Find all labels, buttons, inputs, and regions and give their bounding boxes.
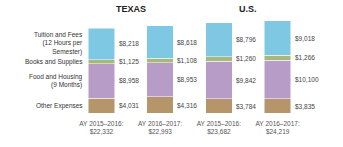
svg-text:$1,260: $1,260 [236,55,256,62]
svg-text:Food and Housing(9 Months): Food and Housing(9 Months) [29,73,83,89]
svg-text:$3,835: $3,835 [295,103,315,110]
svg-text:AY 2016–2017:$24,219: AY 2016–2017:$24,219 [256,120,300,135]
svg-text:$10,100: $10,100 [295,76,319,83]
svg-text:AY 2015–2016:$23,682: AY 2015–2016:$23,682 [197,120,241,135]
svg-text:AY 2016–2017:$22,993: AY 2016–2017:$22,993 [138,120,182,135]
svg-text:$9,842: $9,842 [236,77,256,84]
svg-text:$8,618: $8,618 [177,39,197,46]
svg-text:$1,108: $1,108 [177,57,197,64]
svg-text:AY 2015–2016:$22,332: AY 2015–2016:$22,332 [79,120,123,135]
svg-text:$4,031: $4,031 [119,102,139,109]
svg-text:U.S.: U.S. [239,4,257,14]
svg-text:Tuition and Fees(12 Hours perS: Tuition and Fees(12 Hours perSemester) [34,31,83,56]
svg-text:$3,784: $3,784 [236,103,256,110]
svg-text:$1,266: $1,266 [295,54,315,61]
svg-text:$8,218: $8,218 [119,40,139,47]
svg-text:$8,958: $8,958 [119,77,139,84]
svg-text:$1,125: $1,125 [119,58,139,65]
svg-text:TEXAS: TEXAS [116,4,146,14]
svg-text:$9,018: $9,018 [295,35,315,42]
svg-text:$4,316: $4,316 [177,102,197,109]
svg-text:$8,796: $8,796 [236,36,256,43]
svg-text:$8,953: $8,953 [177,76,197,83]
svg-text:Other Expenses: Other Expenses [36,102,83,110]
svg-text:Books and Supplies: Books and Supplies [25,58,83,66]
